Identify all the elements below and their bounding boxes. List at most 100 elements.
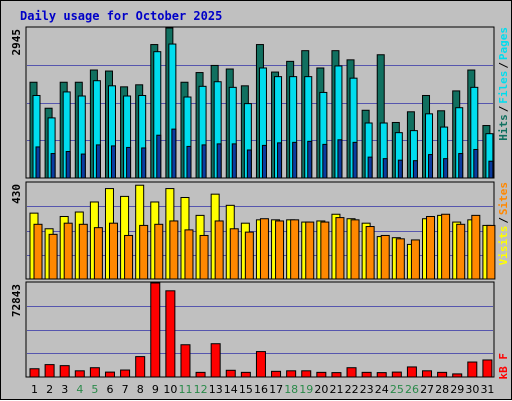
kbytes-bar (361, 371, 372, 378)
day-label: 28 (435, 383, 449, 396)
day-label: 19 (299, 383, 313, 396)
ymax-label: 2945 (10, 29, 23, 56)
sites-bar (426, 215, 436, 280)
kbytes-bar (346, 367, 357, 378)
pages-bar (443, 158, 449, 179)
pages-bar (473, 148, 479, 179)
day-label: 30 (465, 383, 479, 396)
sites-bar (63, 222, 73, 280)
sites-bar (229, 228, 239, 280)
day-label: 17 (269, 383, 283, 396)
sites-bar (244, 231, 254, 280)
pages-bar (80, 153, 86, 179)
day-label: 23 (360, 383, 374, 396)
sites-bar (154, 223, 164, 280)
pages-bar (412, 160, 418, 179)
pages-bar (382, 158, 388, 179)
pages-bar (110, 145, 116, 179)
day-label: 9 (152, 383, 159, 396)
kbytes-bar (482, 359, 493, 378)
kbytes-bar (255, 351, 266, 378)
sites-bar (93, 227, 103, 280)
kbytes-bar (29, 368, 40, 378)
sites-bar (48, 233, 58, 280)
pages-bar (458, 153, 464, 179)
day-label: 6 (107, 383, 114, 396)
day-label: 21 (329, 383, 343, 396)
pages-bar (141, 147, 147, 179)
sites-bar (108, 222, 118, 280)
sites-bar (410, 239, 420, 280)
pages-bar (246, 149, 252, 179)
kbytes-bar (120, 369, 131, 378)
kbytes-bar (210, 343, 221, 378)
legend-label: / (497, 217, 510, 224)
kbytes-bar (331, 372, 342, 378)
sites-bar (214, 220, 224, 280)
legend-label: Files (497, 71, 510, 104)
ymax-label: 430 (10, 184, 23, 204)
pages-bar (307, 140, 313, 179)
kbytes-bar (452, 373, 463, 378)
kbytes-bar (59, 365, 70, 378)
day-label: 12 (194, 383, 208, 396)
pages-bar (322, 143, 328, 179)
pages-bar (367, 156, 373, 179)
kbytes-bar (150, 282, 161, 378)
sites-bar (486, 224, 496, 280)
kbytes-bar (225, 369, 236, 378)
legend-label: Sites (497, 182, 510, 215)
sites-bar (305, 221, 315, 280)
legend-label: Hits (497, 114, 510, 141)
day-label: 4 (76, 383, 83, 396)
day-label: 2 (46, 383, 53, 396)
kbytes-bar (376, 372, 387, 378)
day-label: 1 (31, 383, 38, 396)
day-label: 25 (390, 383, 404, 396)
day-label: 3 (61, 383, 68, 396)
legend-label: / (497, 62, 510, 69)
kbytes-bar (467, 361, 478, 378)
pages-bar (428, 154, 434, 179)
day-label: 24 (375, 383, 389, 396)
sites-bar (139, 224, 149, 280)
legend-label: kB F (497, 353, 510, 380)
pages-bar (488, 160, 494, 179)
sites-bar (290, 219, 300, 280)
sites-bar (380, 234, 390, 280)
day-label: 14 (224, 383, 238, 396)
legend-label: Visits (497, 226, 510, 266)
legend-label: / (497, 105, 510, 112)
day-label: 13 (209, 383, 223, 396)
sites-bar (78, 223, 88, 280)
day-label: 20 (314, 383, 328, 396)
kbytes-bar (301, 370, 312, 378)
day-label: 15 (239, 383, 253, 396)
pages-bar (65, 151, 71, 179)
kbytes-bar (165, 290, 176, 378)
kbytes-bar (104, 371, 115, 378)
pages-bar (156, 134, 162, 179)
sites-bar (275, 220, 285, 280)
kbytes-bar (437, 371, 448, 378)
sites-bar (184, 229, 194, 280)
kbytes-bar (180, 344, 191, 378)
kbytes-bar (89, 367, 100, 378)
sites-bar (124, 234, 134, 280)
day-label: 27 (420, 383, 434, 396)
day-label: 11 (179, 383, 193, 396)
sites-bar (471, 214, 481, 280)
day-label: 10 (163, 383, 177, 396)
pages-bar (352, 141, 358, 179)
sites-bar (350, 219, 360, 280)
kbytes-bar (391, 371, 402, 378)
sites-bar (441, 213, 451, 280)
sites-bar (365, 226, 375, 280)
pages-bar (186, 145, 192, 179)
kbytes-bar (44, 364, 55, 378)
pages-bar (95, 144, 101, 179)
sites-bar (169, 220, 179, 280)
kbytes-bar (135, 356, 146, 378)
